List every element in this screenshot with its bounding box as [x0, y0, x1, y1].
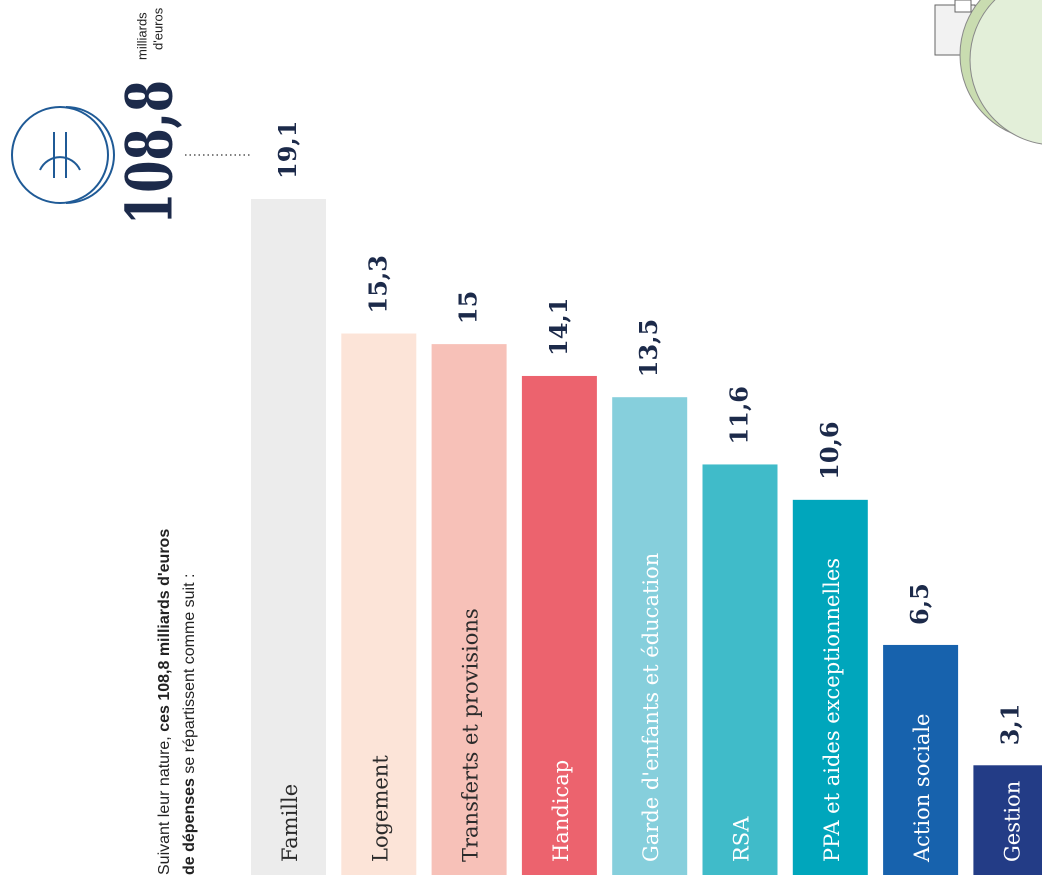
- total-unit: d'euros: [150, 7, 165, 50]
- bar: [251, 199, 326, 875]
- intro-segment: se répartissent comme suit :: [181, 574, 198, 779]
- value-label: 11,6: [725, 386, 754, 444]
- category-label: RSA: [730, 816, 754, 862]
- category-label: Transferts et provisions: [459, 608, 483, 862]
- value-label: 3,1: [995, 704, 1024, 746]
- bar: [521, 375, 597, 875]
- category-label: PPA et aides exceptionnelles: [820, 558, 844, 862]
- category-label: Logement: [368, 755, 392, 862]
- intro-segment: Suivant leur nature,: [156, 732, 173, 875]
- value-label: 15,3: [363, 255, 392, 313]
- intro-segment: de dépenses: [181, 778, 198, 875]
- bar: [612, 397, 688, 875]
- total-value: 108,8: [113, 80, 188, 225]
- value-label: 6,5: [905, 583, 934, 625]
- euro-icon: [11, 106, 115, 204]
- value-label: 19,1: [273, 121, 302, 179]
- corner-decoration: [934, 0, 1042, 145]
- category-label: Handicap: [549, 760, 573, 862]
- bar: [973, 765, 1042, 875]
- intro-line: Suivant leur nature, ces 108,8 milliards…: [156, 529, 173, 875]
- category-label: Gestion: [1000, 781, 1024, 862]
- bar: [341, 333, 417, 875]
- intro-line: de dépenses se répartissent comme suit :: [181, 574, 198, 875]
- category-label: Action sociale: [910, 714, 934, 864]
- bar: [883, 644, 959, 875]
- bar: [792, 499, 868, 875]
- intro-segment: ces 108,8 milliards d'euros: [156, 529, 173, 732]
- value-label: 10,6: [815, 421, 844, 479]
- category-label: Famille: [278, 784, 302, 862]
- category-label: Garde d'enfants et éducation: [639, 553, 663, 862]
- total-unit: milliards: [134, 12, 149, 60]
- bar: [431, 344, 507, 875]
- value-label: 13,5: [634, 319, 663, 377]
- bar: [702, 464, 778, 875]
- value-label: 14,1: [544, 298, 573, 356]
- value-label: 15: [454, 291, 483, 324]
